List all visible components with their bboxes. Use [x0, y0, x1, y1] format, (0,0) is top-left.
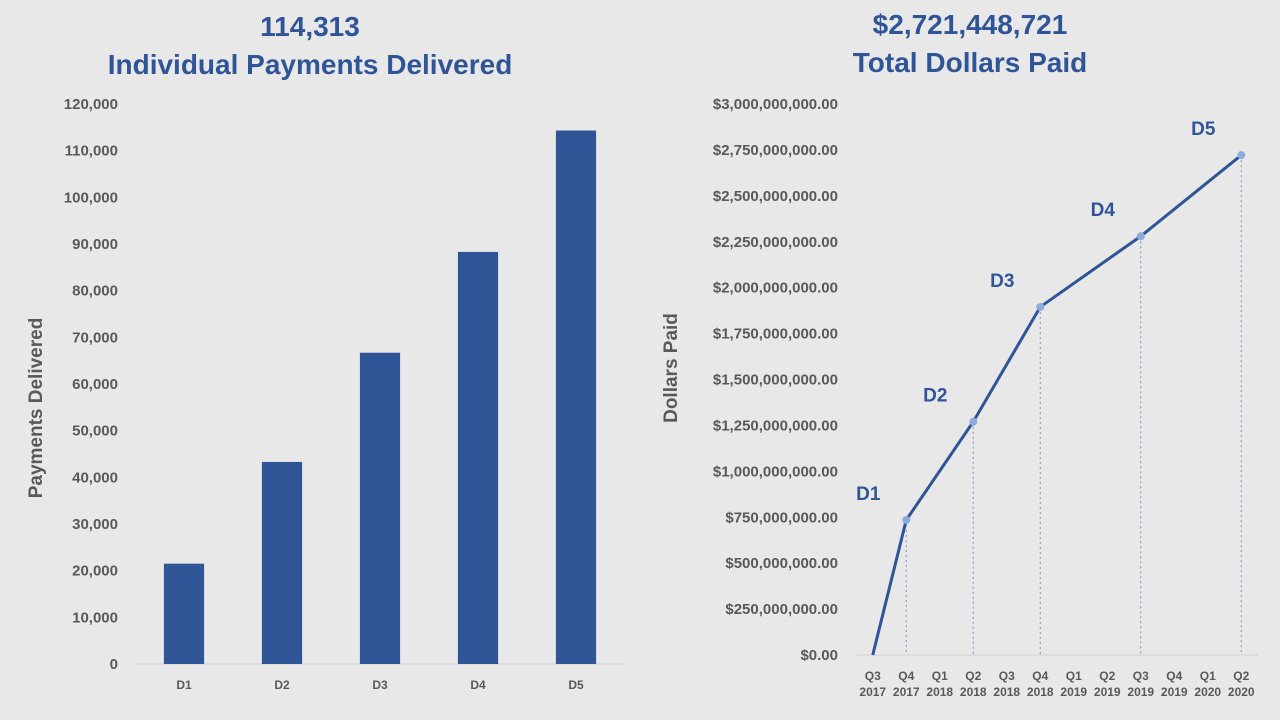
x-tick-label: 2018: [926, 685, 953, 699]
y-tick-label: $250,000,000.00: [725, 601, 838, 618]
y-tick-label: 60,000: [72, 376, 118, 393]
bar: [359, 352, 401, 664]
y-tick-label: 50,000: [72, 423, 118, 440]
bar: [163, 563, 205, 664]
x-tick-label: Q3: [865, 669, 881, 683]
data-point: [969, 417, 978, 426]
x-tick-label: D3: [372, 678, 388, 692]
point-label: D4: [1091, 200, 1116, 221]
bar-chart-bars: [163, 130, 597, 665]
point-label: D3: [990, 271, 1014, 292]
line-chart-subtitle: Total Dollars Paid: [853, 47, 1087, 78]
y-tick-label: 110,000: [65, 143, 118, 160]
line-chart-points: [902, 151, 1246, 525]
y-tick-label: 90,000: [72, 236, 118, 253]
x-tick-label: 2019: [1127, 685, 1154, 699]
x-tick-label: Q4: [1166, 669, 1182, 683]
y-tick-label: $500,000,000.00: [725, 555, 838, 572]
y-tick-label: 30,000: [72, 516, 118, 533]
x-tick-label: Q3: [1133, 669, 1149, 683]
bar-chart-y-ticks: 0 10,000 20,000 30,000 40,000 50,000 60,000 70,…: [64, 96, 118, 673]
y-tick-label: $2,750,000,000.00: [713, 142, 838, 159]
y-tick-label: $1,500,000,000.00: [713, 372, 838, 389]
x-tick-label: 2020: [1228, 685, 1255, 699]
data-point: [1136, 232, 1145, 241]
x-tick-label: Q2: [965, 669, 981, 683]
point-label: D5: [1191, 119, 1216, 140]
x-tick-label: D1: [176, 678, 192, 692]
data-point: [902, 516, 911, 525]
line-chart-title: $2,721,448,721: [873, 9, 1068, 40]
y-tick-label: 120,000: [64, 96, 118, 113]
y-tick-label: 0: [110, 656, 118, 673]
bar-chart-title: 114,313: [260, 11, 360, 42]
x-tick-label: Q2: [1099, 669, 1115, 683]
x-tick-label: 2019: [1161, 685, 1188, 699]
y-tick-label: $3,000,000,000.00: [713, 96, 838, 113]
data-point: [1036, 302, 1045, 311]
bar-chart-subtitle: Individual Payments Delivered: [108, 49, 513, 80]
bar: [555, 130, 597, 665]
bar: [261, 461, 303, 664]
x-tick-label: 2018: [960, 685, 987, 699]
y-tick-label: $750,000,000.00: [725, 509, 838, 526]
y-tick-label: $2,250,000,000.00: [713, 234, 838, 251]
x-tick-label: Q1: [932, 669, 948, 683]
line-chart-x-ticks: Q3 2017 Q4 2017 Q1 2018 Q2 2018 Q3 2018 Q4 2018 Q1 20…: [859, 669, 1255, 699]
x-tick-label: Q4: [898, 669, 914, 683]
y-tick-label: $1,250,000,000.00: [713, 417, 838, 434]
y-tick-label: 70,000: [72, 329, 118, 346]
x-tick-label: Q1: [1066, 669, 1082, 683]
y-tick-label: 10,000: [72, 609, 118, 626]
y-tick-label: $2,500,000,000.00: [713, 188, 838, 205]
payments-bar-chart: 114,313 Individual Payments Delivered Pa…: [26, 11, 625, 692]
x-tick-label: Q4: [1032, 669, 1048, 683]
x-tick-label: D5: [568, 678, 584, 692]
x-tick-label: 2019: [1094, 685, 1121, 699]
series-line: [871, 153, 1243, 656]
x-tick-label: 2017: [859, 685, 886, 699]
x-tick-label: Q3: [999, 669, 1015, 683]
y-tick-label: $0.00: [800, 647, 838, 664]
y-tick-label: $2,000,000,000.00: [713, 280, 838, 297]
line-chart-point-labels: D1 D2 D3 D4 D5: [856, 119, 1216, 505]
x-tick-label: 2017: [893, 685, 920, 699]
point-label: D2: [923, 386, 947, 407]
x-tick-label: 2018: [993, 685, 1020, 699]
data-point: [1237, 151, 1246, 160]
x-tick-label: 2020: [1194, 685, 1221, 699]
line-chart-y-ticks: $0.00 $250,000,000.00 $500,000,000.00 $750,…: [713, 96, 838, 664]
bar-chart-y-axis-title: Payments Delivered: [26, 318, 47, 499]
y-tick-label: $1,750,000,000.00: [713, 326, 838, 343]
line-chart-series: [871, 153, 1243, 656]
x-tick-label: Q2: [1233, 669, 1249, 683]
y-tick-label: 40,000: [72, 469, 118, 486]
x-tick-label: D4: [470, 678, 486, 692]
y-tick-label: 80,000: [72, 283, 118, 300]
x-tick-label: D2: [274, 678, 290, 692]
y-tick-label: 20,000: [72, 563, 118, 580]
bar: [457, 251, 499, 664]
y-tick-label: 100,000: [64, 189, 118, 206]
bar-chart-x-ticks: D1 D2 D3 D4 D5: [176, 678, 584, 692]
y-tick-label: $1,000,000,000.00: [713, 463, 838, 480]
x-tick-label: Q1: [1200, 669, 1216, 683]
line-chart-drop-lines: [905, 155, 1242, 655]
point-label: D1: [856, 484, 881, 505]
x-tick-label: 2019: [1060, 685, 1087, 699]
x-tick-label: 2018: [1027, 685, 1054, 699]
line-chart-y-axis-title: Dollars Paid: [661, 313, 682, 423]
